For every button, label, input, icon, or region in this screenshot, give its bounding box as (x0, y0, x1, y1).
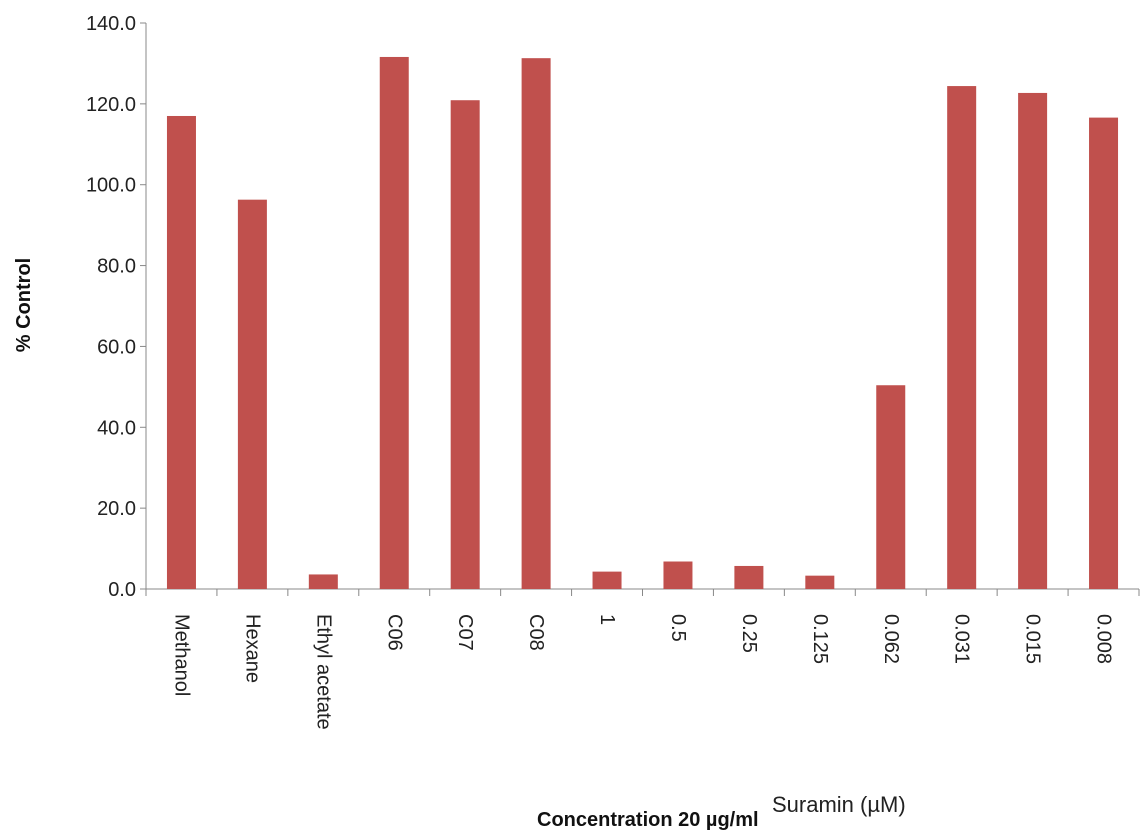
y-tick-label: 40.0 (97, 417, 136, 439)
y-tick-label: 120.0 (86, 94, 136, 116)
y-tick-label: 140.0 (86, 13, 136, 35)
x-tick-label: C06 (383, 614, 405, 651)
x-tick-label: Ethyl acetate (312, 614, 334, 730)
x-tick-label: Methanol (170, 614, 192, 696)
bar-c08 (521, 58, 551, 590)
bar-0-031 (947, 86, 977, 589)
y-tick-label: 60.0 (97, 336, 136, 358)
bars (166, 56, 1119, 590)
bar-ethyl-acetate (308, 574, 338, 589)
y-axis: 0.0 20.0 40.0 60.0 80.0 100.0 120.0 140.0 (86, 13, 147, 601)
x-tick-label: 0.062 (880, 614, 902, 664)
x-tick-label: C08 (525, 614, 547, 651)
bar-c06 (379, 56, 409, 589)
bar-0-015 (1018, 92, 1048, 589)
bar-0-125 (805, 575, 835, 589)
x-tick-label: C07 (454, 614, 476, 651)
x-tick-label: 1 (596, 614, 618, 625)
x-axis-label-suramin: Suramin (µM) (772, 792, 906, 817)
bar-c07 (450, 100, 480, 590)
x-tick-label: Hexane (241, 614, 263, 683)
y-tick-label: 20.0 (97, 498, 136, 520)
x-tick-label: 0.25 (738, 614, 760, 653)
x-tick-label: 0.125 (809, 614, 831, 664)
x-tick-label: 0.015 (1022, 614, 1044, 664)
x-tick-label: 0.5 (667, 614, 689, 642)
bar-1 (592, 571, 622, 589)
bar-hexane (237, 199, 267, 589)
y-axis-label: % Control (13, 258, 35, 352)
x-axis: Methanol Hexane Ethyl acetate C06 C07 C08 1 0.5… (145, 588, 1140, 730)
bar-0-5 (663, 561, 693, 589)
y-tick-label: 80.0 (97, 256, 136, 278)
x-tick-label: 0.031 (951, 614, 973, 664)
bar-methanol (166, 115, 196, 589)
bar-0-008 (1089, 117, 1119, 590)
y-tick-label: 0.0 (108, 579, 136, 601)
x-axis-label-extracts: Concentration 20 µg/ml (537, 809, 759, 830)
bar-0-25 (734, 565, 764, 589)
bar-0-062 (876, 385, 906, 589)
x-tick-label: 0.008 (1093, 614, 1115, 664)
y-tick-label: 100.0 (86, 175, 136, 197)
